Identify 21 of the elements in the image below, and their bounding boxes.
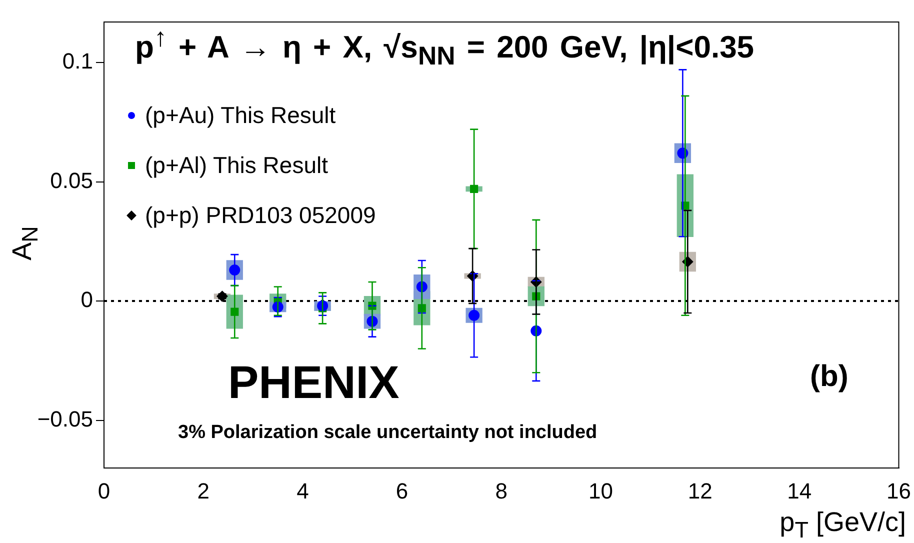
x-tick-label: 0 xyxy=(98,478,110,504)
legend-label: (p+p) PRD103 052009 xyxy=(145,201,376,230)
x-tick-label: 4 xyxy=(296,478,309,504)
y-tick-label: −0.05 xyxy=(37,406,93,432)
x-tick-label: 10 xyxy=(588,478,613,504)
y-tick-label: 0 xyxy=(80,287,93,312)
x-axis-title: p$_{T}$ [GeV/c] xyxy=(780,507,906,543)
chart-title: p$^{↑}$ + A → η + X, √s$_{NN}$ = 200 GeV, |η|<0.35 xyxy=(135,24,754,72)
annotation: (b) xyxy=(810,360,848,394)
annotation: PHENIX xyxy=(228,355,400,409)
x-tick-label: 2 xyxy=(197,478,210,504)
x-tick-label: 12 xyxy=(688,478,712,504)
x-tick-label: 6 xyxy=(396,478,408,504)
annotation: 3% Polarization scale uncertainty not included xyxy=(178,422,598,444)
legend-label: (p+Al) This Result xyxy=(145,151,328,180)
y-tick-label: 0.1 xyxy=(62,48,93,74)
x-tick-label: 16 xyxy=(886,478,912,504)
y-tick-label: 0.05 xyxy=(50,168,93,193)
legend-label: (p+Au) This Result xyxy=(145,101,336,130)
x-tick-label: 8 xyxy=(495,478,508,504)
x-tick-label: 14 xyxy=(787,478,812,504)
